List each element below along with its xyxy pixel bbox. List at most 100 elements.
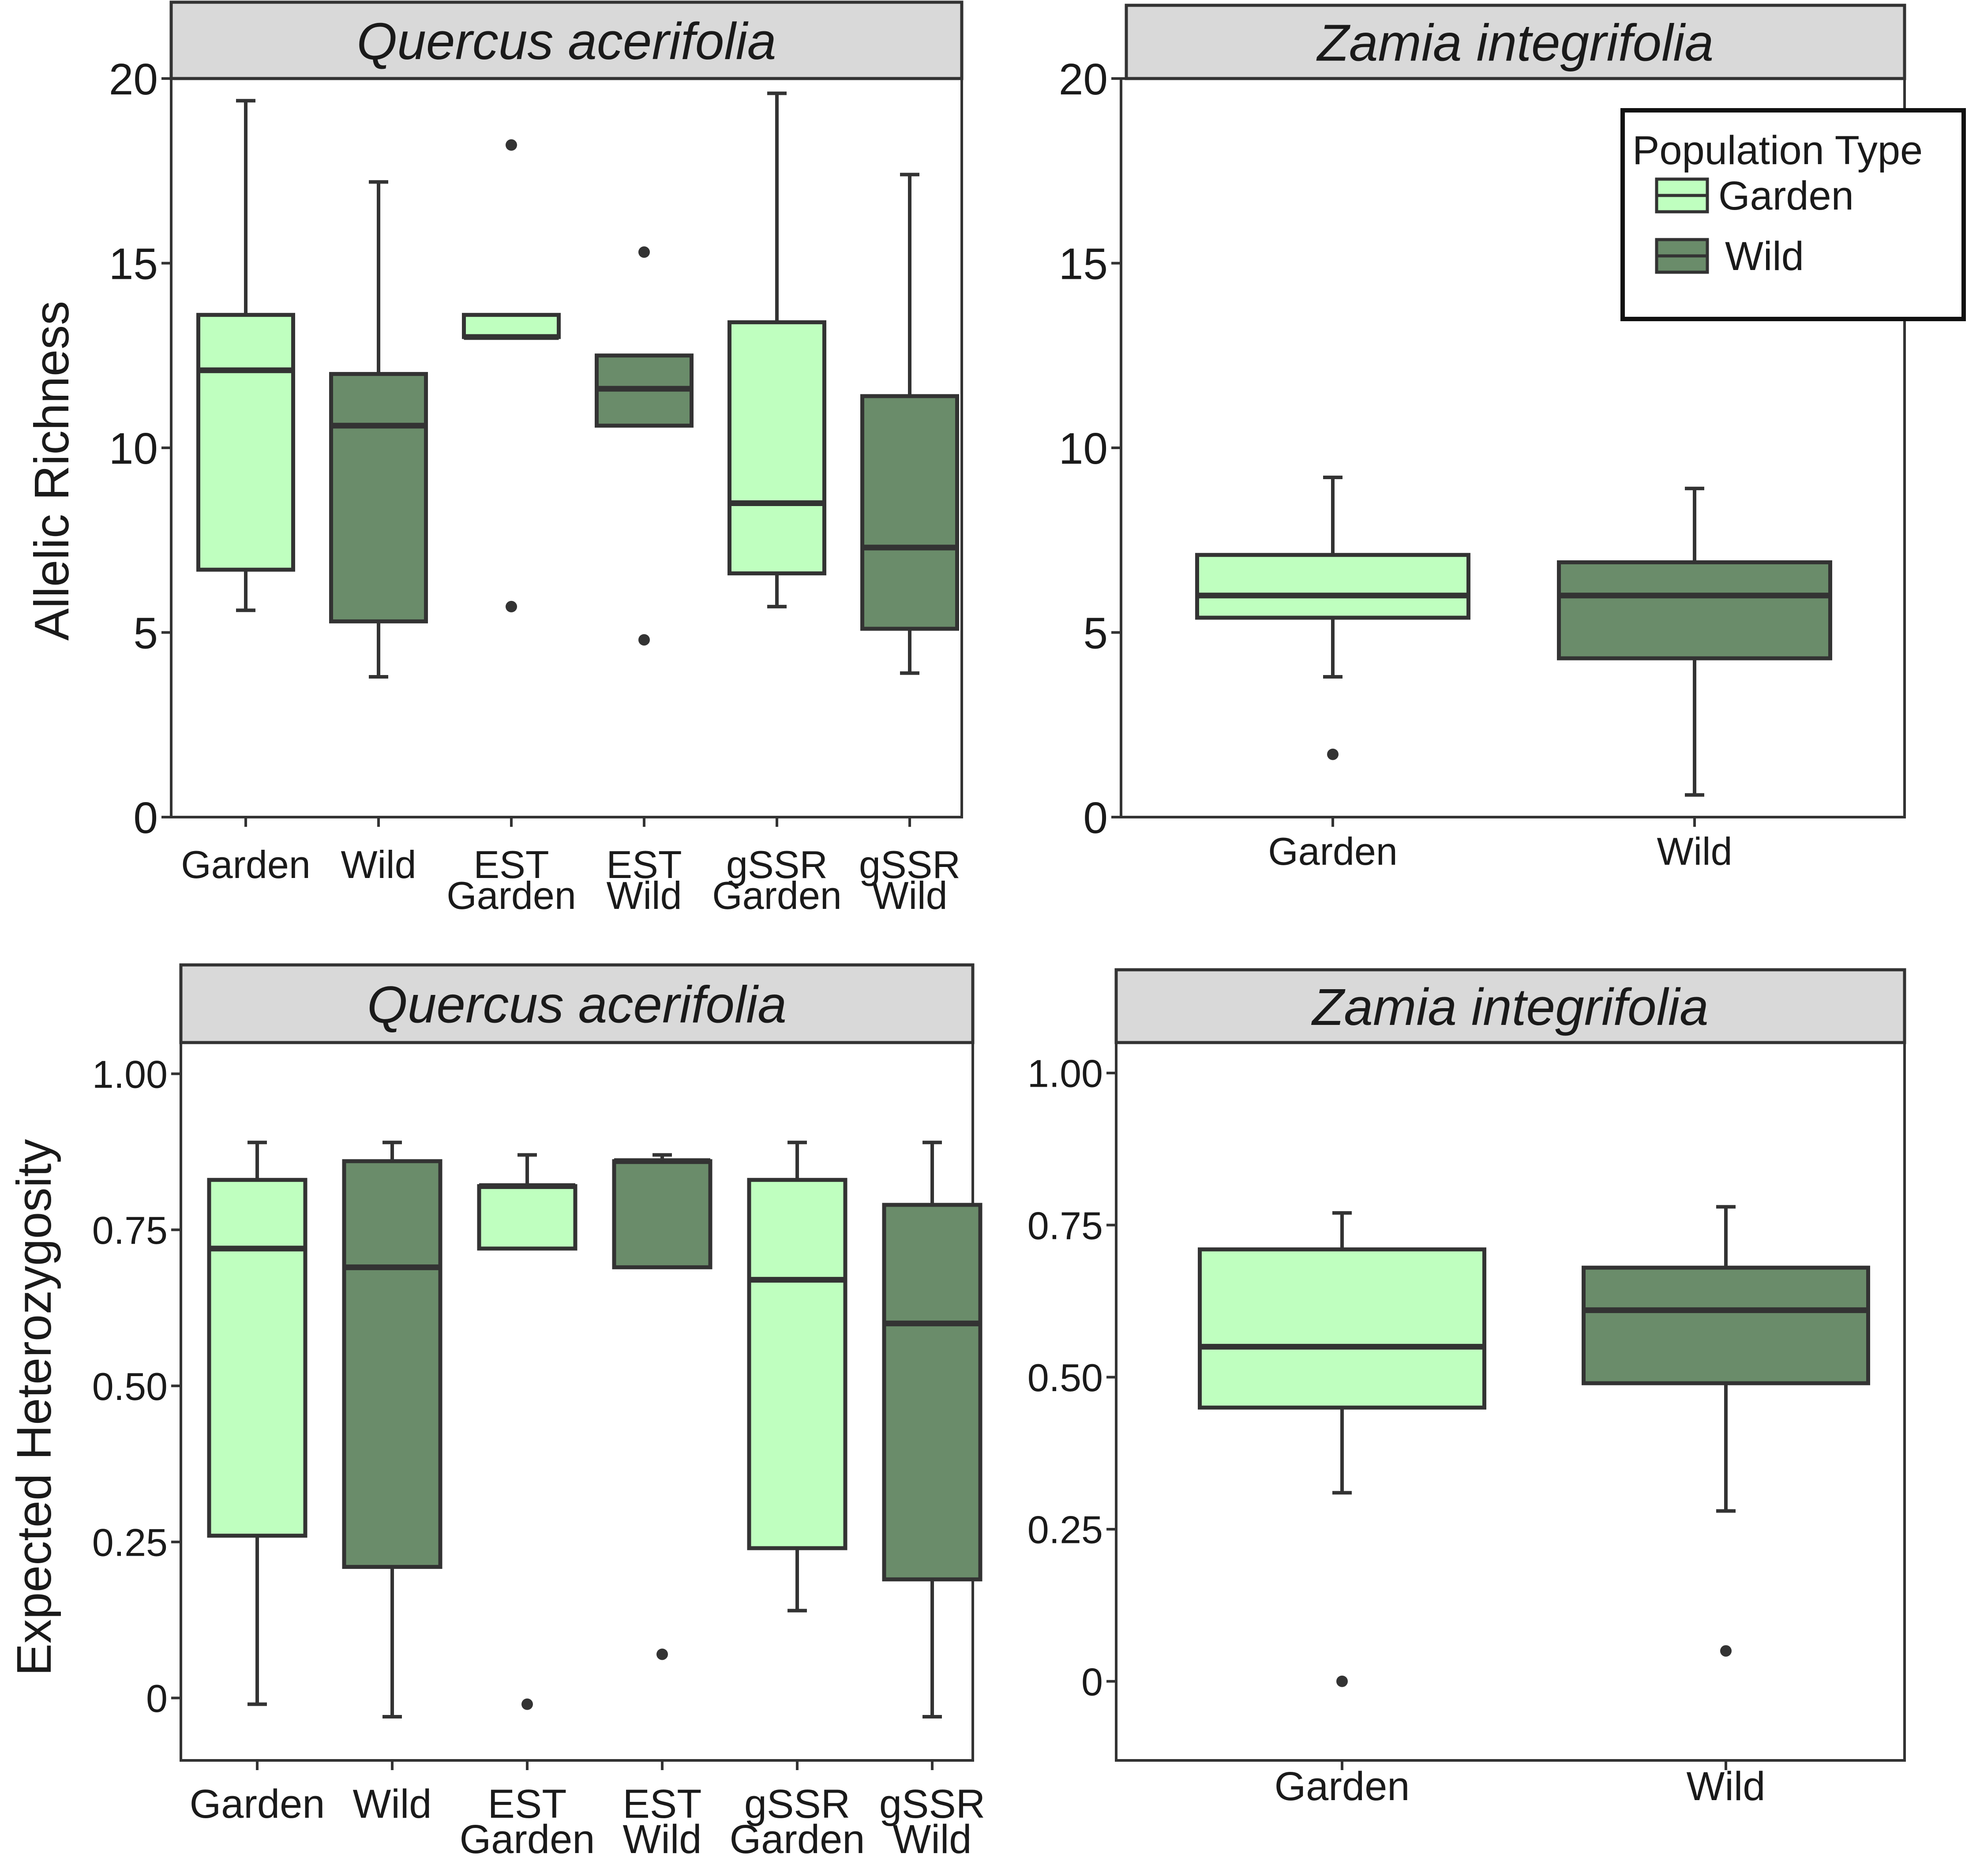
y-axis-label: Expected Heterozygosity [7, 1139, 61, 1676]
x-tick-label: gSSR [879, 1782, 985, 1827]
y-axis-label: Allelic Richness [25, 301, 79, 641]
legend-item-wild: Wild [1655, 234, 1804, 279]
panel-strip [169, 0, 964, 80]
x-tick-label: Wild [353, 1782, 432, 1827]
y-tick-label: 0 [1081, 1660, 1103, 1703]
box-iqr [1195, 553, 1470, 620]
y-tick-label: 5 [1083, 609, 1108, 658]
y-tick-label: 15 [1059, 240, 1108, 289]
box-wild: Wild [1582, 1205, 1870, 1809]
box-garden: Garden [181, 99, 311, 886]
box-iqr [462, 313, 561, 339]
legend-item-label: Garden [1718, 173, 1854, 218]
box-iqr [196, 313, 295, 572]
plot-border [1115, 1041, 1906, 1762]
y-tick-label: 1.00 [92, 1052, 168, 1096]
outlier-point [1336, 1675, 1348, 1687]
x-tick-label: Garden [730, 1817, 865, 1862]
legend-frame [1620, 108, 1966, 321]
x-tick-label: Wild [623, 1817, 702, 1862]
x-tick-label: gSSR [744, 1782, 850, 1827]
y-tick-label: 0.50 [92, 1365, 168, 1408]
y-tick-label: 0.75 [1028, 1204, 1103, 1247]
panel-strip [1114, 968, 1906, 1044]
x-tick-label: Garden [1268, 829, 1398, 873]
legend-item-garden: Garden [1655, 173, 1854, 218]
y-tick-label: 0 [1083, 793, 1108, 843]
x-tick-label: Wild [1687, 1764, 1766, 1809]
panel-4: Zamia integrifolia 0 0.25 0.50 0.75 1.00 Garde… [1028, 968, 1906, 1809]
x-tick-label: Wild [1657, 829, 1732, 873]
y-tick-label: 1.00 [1028, 1052, 1103, 1096]
y-tick-label: 0.25 [1028, 1508, 1103, 1552]
legend-title: Population Type [1632, 128, 1923, 173]
y-tick-label: 5 [133, 609, 158, 658]
panel-3: Quercus acerifolia 0 0.25 0.50 0.75 1.00 Expec… [7, 963, 985, 1862]
y-tick-label: 0.50 [1028, 1356, 1103, 1399]
outlier-point [1327, 748, 1339, 760]
y-tick-label: 0.75 [92, 1208, 168, 1252]
panel-title: Zamia integrifolia [1311, 978, 1708, 1036]
x-tick-label: EST [488, 1782, 567, 1827]
box-iqr [477, 1184, 578, 1251]
box-iqr [342, 1159, 442, 1569]
x-tick-label: Garden [181, 843, 311, 886]
panel-title: Zamia integrifolia [1316, 14, 1714, 72]
x-tick-label: gSSR [859, 843, 960, 886]
outlier-point [1720, 1645, 1732, 1657]
y-tick-label: 10 [1059, 424, 1108, 473]
outlier-point [521, 1698, 533, 1710]
y-tick-label: 15 [109, 240, 158, 289]
x-tick-label: gSSR [726, 843, 828, 886]
box-iqr [882, 1203, 982, 1582]
panel-strip [1125, 4, 1906, 80]
y-tick-label: 20 [109, 55, 158, 104]
box-garden: Garden [1198, 1211, 1486, 1809]
legend-item-label: Wild [1725, 234, 1804, 279]
x-tick-label: EST [623, 1782, 702, 1827]
x-tick-label: Garden [446, 874, 576, 917]
box-wild: Wild [342, 1141, 442, 1827]
outlier-point [506, 600, 517, 612]
y-tick-label: 20 [1059, 55, 1108, 104]
box-wild: Wild [1557, 487, 1832, 873]
x-tick-label: Garden [190, 1782, 325, 1827]
y-tick-label: 10 [109, 424, 158, 473]
outlier-point [656, 1648, 668, 1660]
x-tick-label: Garden [712, 874, 842, 917]
x-tick-label: Wild [341, 843, 416, 886]
y-tick-label: 0.25 [92, 1521, 168, 1565]
panel-strip [179, 963, 975, 1044]
box-garden: Garden [190, 1141, 325, 1827]
x-tick-label: Garden [1275, 1764, 1410, 1809]
outlier-point [506, 139, 517, 151]
x-tick-label: Wild [893, 1817, 972, 1862]
x-tick-label: Garden [460, 1817, 595, 1862]
box-iqr [612, 1159, 712, 1269]
box-iqr [207, 1178, 308, 1538]
box-iqr [1198, 1247, 1486, 1410]
y-tick-label: 0 [133, 793, 158, 843]
box-iqr [747, 1178, 848, 1550]
x-tick-label: EST [473, 843, 549, 886]
panel-1: Quercus acerifolia 0 5 10 15 20 Allelic Richne… [25, 0, 964, 917]
box-iqr [1582, 1265, 1870, 1385]
box-iqr [1557, 560, 1832, 660]
box-iqr [329, 372, 428, 623]
box-iqr [860, 394, 959, 631]
outlier-point [638, 634, 650, 646]
panel-title: Quercus acerifolia [367, 976, 787, 1034]
box-iqr [728, 320, 826, 576]
outlier-point [638, 246, 650, 258]
